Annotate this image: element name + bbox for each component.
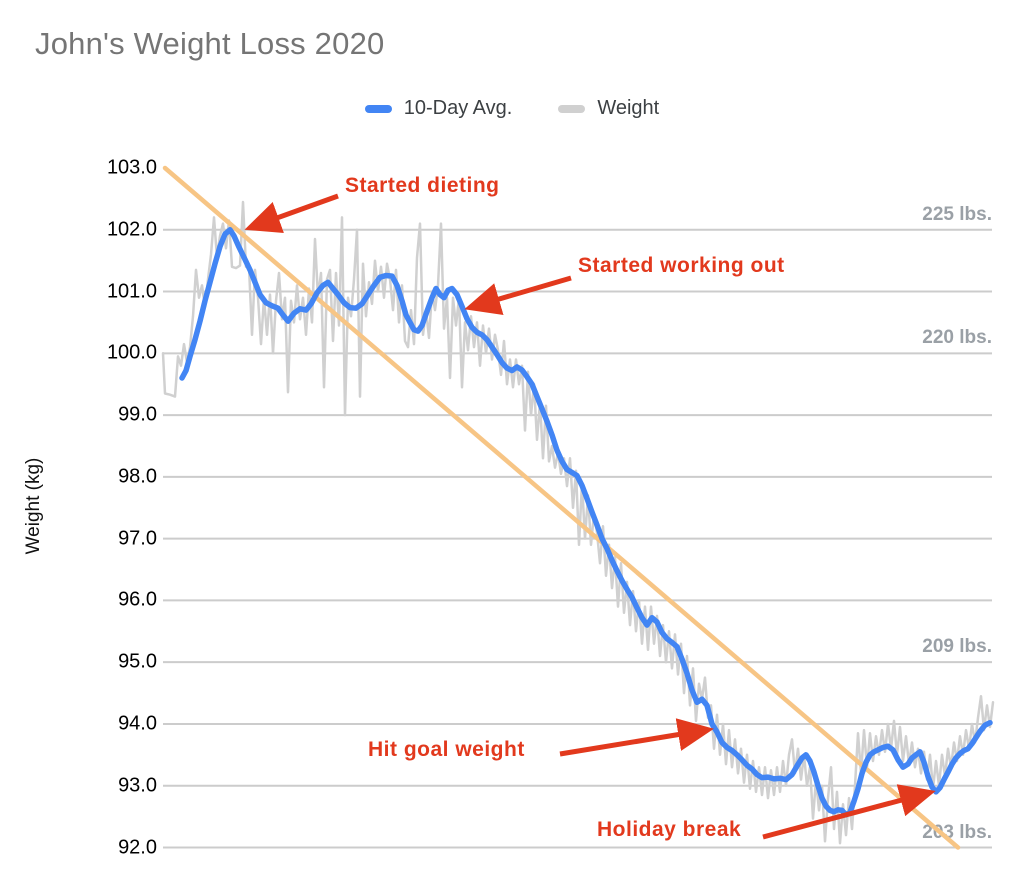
annotation-arrow-icon: [559, 718, 714, 757]
lbs-reference-label: 225 lbs.: [922, 203, 992, 225]
annotation-label: Started dieting: [345, 174, 500, 197]
y-tick-label: 97.0: [118, 527, 157, 550]
y-tick-label: 96.0: [118, 588, 157, 611]
y-tick-label: 95.0: [118, 650, 157, 673]
y-tick-label: 103.0: [106, 156, 157, 179]
lbs-reference-label: 203 lbs.: [922, 821, 992, 843]
avg-series-line: [179, 227, 993, 818]
chart-legend: 10-Day Avg. Weight: [0, 97, 1024, 120]
lbs-reference-label: 209 lbs.: [922, 636, 992, 658]
legend-label: 10-Day Avg.: [403, 97, 513, 119]
annotation-label: Holiday break: [597, 818, 742, 841]
y-tick-label: 94.0: [118, 712, 157, 735]
legend-item-10-day-avg[interactable]: 10-Day Avg.: [364, 97, 513, 120]
annotation-arrows: [244, 193, 936, 840]
legend-label: Weight: [597, 97, 660, 119]
y-tick-label: 93.0: [118, 774, 157, 797]
trendline: [162, 165, 961, 850]
chart-title: John's Weight Loss 2020: [35, 26, 385, 61]
annotation-label: Hit goal weight: [368, 738, 525, 761]
y-tick-label: 100.0: [106, 341, 157, 364]
weight-series-swatch-icon: [558, 104, 586, 113]
annotation-label: Started working out: [578, 254, 785, 277]
y-tick-label: 99.0: [118, 403, 157, 426]
avg-series-swatch-icon: [364, 104, 392, 113]
weight-series-line: [161, 200, 995, 845]
annotation-arrow-icon: [464, 275, 572, 315]
lbs-reference-label: 220 lbs.: [922, 327, 992, 349]
y-tick-label: 92.0: [118, 836, 157, 858]
annotation-arrow-icon: [762, 784, 936, 840]
annotation-arrow-icon: [244, 193, 339, 234]
y-tick-label: 102.0: [106, 218, 157, 241]
y-tick-label: 101.0: [106, 280, 157, 303]
y-tick-label: 98.0: [118, 465, 157, 488]
legend-item-weight[interactable]: Weight: [558, 97, 659, 120]
